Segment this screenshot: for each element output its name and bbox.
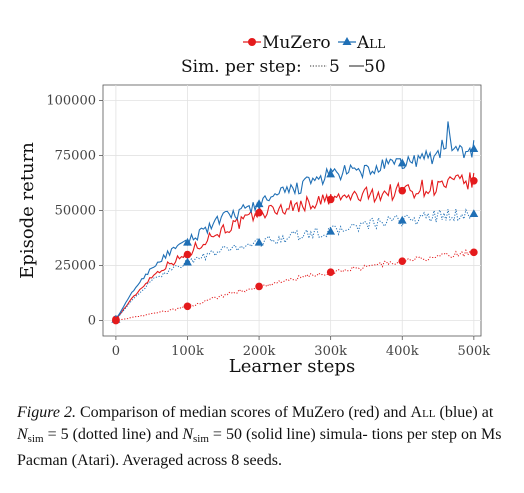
x-tick-label-0: 0 bbox=[112, 344, 120, 359]
series-line-muzero-5 bbox=[115, 248, 475, 322]
caption-nsim-sub-b: sim bbox=[193, 433, 209, 445]
caption-nsim-sub-a: sim bbox=[27, 433, 44, 445]
series-line-all-50 bbox=[115, 121, 475, 320]
marker-muzero-5-2 bbox=[255, 282, 263, 291]
caption-label: Figure 2. bbox=[17, 404, 76, 421]
figure: MuZero All Sim. per step: 5 50 0 25000 50000 75… bbox=[17, 33, 490, 377]
legend: MuZero All Sim. per step: 5 50 bbox=[181, 33, 386, 77]
marker-all-50-3 bbox=[326, 169, 336, 178]
y-tick-label-4: 100000 bbox=[46, 93, 96, 108]
legend-sim-title: Sim. per step: bbox=[181, 57, 302, 77]
legend-muzero-label: MuZero bbox=[262, 33, 331, 53]
legend-sim-50-label: 50 bbox=[364, 57, 386, 77]
marker-all-5-4 bbox=[397, 215, 407, 224]
x-tick-label-2: 200k bbox=[243, 344, 276, 359]
caption-text-3: tions per step on Ms Pacman (Atari). Ave… bbox=[17, 426, 502, 469]
caption-all: All bbox=[410, 404, 436, 421]
x-tick-label-4: 400k bbox=[386, 344, 419, 359]
x-axis-label: Learner steps bbox=[229, 356, 355, 377]
marker-all-5-2 bbox=[254, 237, 264, 246]
x-tick-label-3: 300k bbox=[314, 344, 347, 359]
marker-all-5-1 bbox=[183, 257, 192, 266]
y-tick-label-3: 75000 bbox=[55, 148, 96, 163]
caption-text-2: (blue) at bbox=[439, 404, 494, 421]
x-tick-label-1: 100k bbox=[171, 344, 204, 359]
y-axis-ticks: 0 25000 50000 75000 100000 bbox=[46, 93, 103, 329]
figure-caption: Figure 2. Comparison of median scores of… bbox=[17, 402, 513, 472]
caption-eq5: = 5 (dotted line) and bbox=[47, 426, 179, 443]
legend-sim-5-label: 5 bbox=[329, 57, 340, 77]
series-line-muzero-50 bbox=[115, 172, 475, 320]
x-axis-ticks: 0 100k 200k 300k 400k 500k bbox=[112, 336, 490, 359]
legend-all-marker bbox=[342, 37, 352, 45]
caption-nsim-a: N bbox=[17, 426, 28, 443]
marker-muzero-5-3 bbox=[326, 268, 335, 276]
legend-all-label: All bbox=[356, 33, 385, 53]
marker-muzero-5-4 bbox=[398, 257, 407, 265]
marker-muzero-5-0 bbox=[112, 316, 120, 325]
y-tick-label-1: 25000 bbox=[55, 259, 96, 274]
marker-all-5-5 bbox=[469, 209, 479, 218]
series-line-all-5 bbox=[115, 208, 474, 320]
legend-muzero-marker bbox=[248, 38, 256, 46]
marker-all-50-5 bbox=[469, 144, 479, 153]
marker-muzero-50-3 bbox=[326, 195, 335, 204]
marker-muzero-50-1 bbox=[183, 250, 192, 259]
marker-all-50-2 bbox=[254, 199, 264, 208]
marker-all-50-4 bbox=[397, 158, 407, 167]
x-tick-label-5: 500k bbox=[457, 344, 490, 359]
series-markers bbox=[111, 144, 479, 325]
caption-text-1: Comparison of median scores of MuZero (r… bbox=[79, 404, 407, 421]
caption-nsim-b: N bbox=[182, 426, 194, 443]
marker-muzero-50-4 bbox=[398, 186, 407, 195]
marker-muzero-50-5 bbox=[470, 176, 478, 185]
y-axis-label: Episode return bbox=[17, 142, 38, 279]
y-tick-label-0: 0 bbox=[88, 314, 96, 329]
marker-muzero-5-1 bbox=[183, 302, 192, 311]
marker-muzero-50-2 bbox=[255, 208, 263, 217]
y-tick-label-2: 50000 bbox=[55, 204, 96, 219]
marker-muzero-5-5 bbox=[470, 248, 478, 257]
caption-eq50: = 50 (solid line) simula- bbox=[212, 426, 368, 443]
marker-all-50-1 bbox=[183, 237, 192, 246]
series-lines bbox=[115, 121, 475, 322]
marker-all-5-3 bbox=[326, 226, 336, 235]
